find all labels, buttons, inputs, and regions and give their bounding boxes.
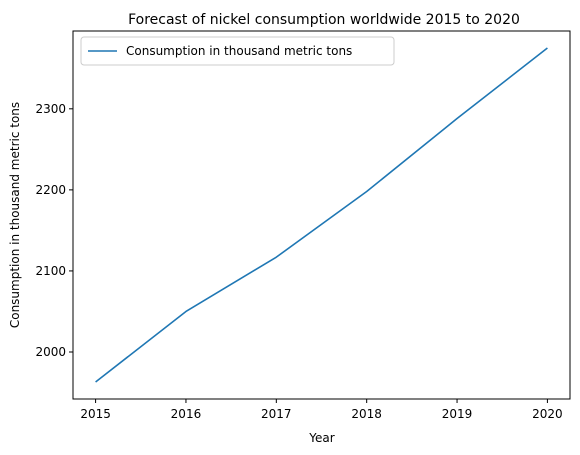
series-layer xyxy=(95,47,548,383)
y-tick-label: 2100 xyxy=(35,264,66,278)
y-axis-label: Consumption in thousand metric tons xyxy=(8,102,22,328)
x-ticks: 2015 2016 2017 2018 2019 2020 xyxy=(80,399,563,421)
axes xyxy=(72,30,571,400)
y-tick-label: 2300 xyxy=(35,102,66,116)
chart-title: Forecast of nickel consumption worldwide… xyxy=(128,12,520,28)
x-tick-label: 2017 xyxy=(261,407,292,421)
legend-label: Consumption in thousand metric tons xyxy=(126,44,352,58)
y-tick-label: 2200 xyxy=(35,183,66,197)
y-ticks: 2000 2100 2200 2300 xyxy=(35,102,73,359)
x-tick-label: 2016 xyxy=(171,407,202,421)
legend-box xyxy=(80,36,395,66)
legend: Consumption in thousand metric tons xyxy=(80,36,395,66)
x-tick-label: 2015 xyxy=(80,407,111,421)
x-tick-label: 2019 xyxy=(442,407,473,421)
plot-frame xyxy=(72,30,571,400)
x-axis-label: Year xyxy=(308,431,334,445)
x-tick-label: 2018 xyxy=(351,407,382,421)
series-line xyxy=(95,47,548,383)
y-tick-label: 2000 xyxy=(35,345,66,359)
x-tick-label: 2020 xyxy=(532,407,563,421)
